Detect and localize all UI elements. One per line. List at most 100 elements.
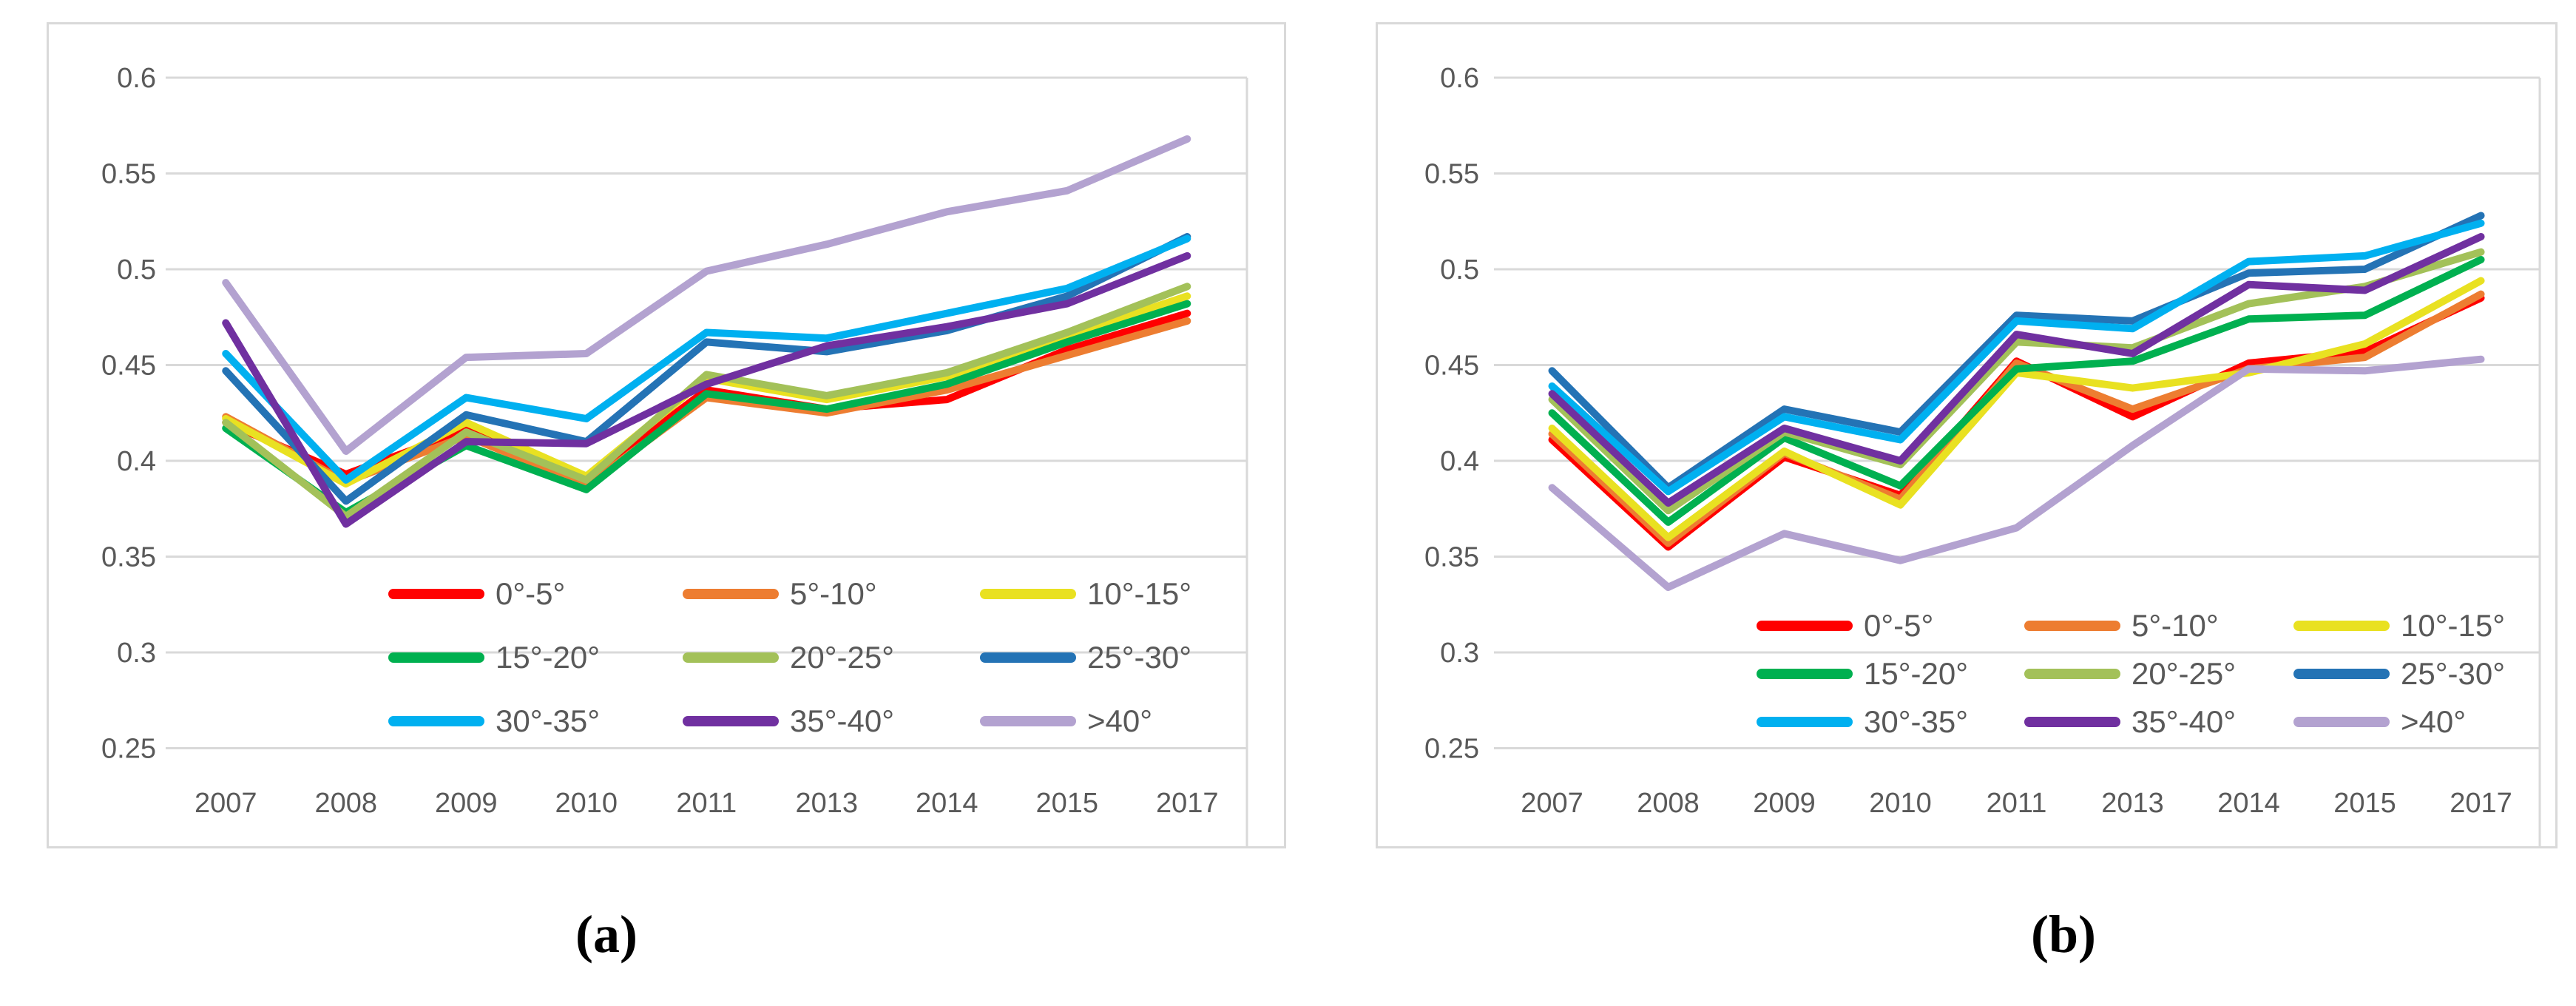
- y-tick-label: 0.4: [1440, 446, 1479, 477]
- y-tick-label: 0.35: [101, 542, 156, 573]
- x-tick-label: 2010: [555, 788, 618, 819]
- chart-b: 0.6 0.55 0.5 0.45 0.4 0.35 0.3 0.25 2007 2008 2009…: [1376, 22, 2558, 848]
- y-tick-label: 0.4: [117, 446, 156, 477]
- x-tick-label: 2015: [2333, 788, 2396, 819]
- y-tick-label: 0.45: [101, 351, 156, 382]
- legend-swatch: [683, 589, 779, 599]
- legend-item: 35°-40°: [683, 703, 894, 738]
- x-tick-label: 2013: [795, 788, 858, 819]
- x-tick-label: 2014: [2217, 788, 2280, 819]
- legend-label: >40°: [1087, 703, 1152, 738]
- x-tick-label: 2017: [1156, 788, 1219, 819]
- legend-swatch: [980, 589, 1076, 599]
- y-tick-label: 0.3: [117, 638, 156, 669]
- x-tick-label: 2011: [1987, 788, 2047, 819]
- y-tick-label: 0.25: [101, 734, 156, 765]
- series-line->40°: [1548, 355, 2485, 591]
- legend-swatch: [2293, 717, 2390, 727]
- y-tick-label: 0.35: [1424, 542, 1479, 573]
- legend-item: 35°-40°: [2024, 704, 2236, 739]
- series-line-35°-40°: [1548, 233, 2485, 507]
- chart-a: 0.6 0.55 0.5 0.45 0.4 0.35 0.3 0.25 2007 2008 2009…: [47, 22, 1286, 848]
- legend-swatch: [388, 652, 484, 663]
- caption-b: (b): [2031, 905, 2096, 964]
- legend-item: 25°-30°: [2293, 656, 2505, 691]
- panel-border: [47, 22, 1286, 848]
- legend-swatch: [2024, 669, 2120, 679]
- legend-swatch: [683, 652, 779, 663]
- legend-swatch: [1757, 717, 1853, 727]
- legend-item: 25°-30°: [980, 640, 1191, 675]
- legend-item: 30°-35°: [1757, 704, 1968, 739]
- series-line->40°: [222, 135, 1191, 455]
- legend-label: 10°-15°: [2401, 608, 2505, 643]
- series-line-20°-25°: [222, 283, 1191, 521]
- series-line-25°-30°: [1548, 212, 2485, 492]
- y-tick-label: 0.6: [1440, 63, 1479, 94]
- legend-label: 5°-10°: [790, 576, 877, 611]
- y-tick-label: 0.6: [117, 63, 156, 94]
- y-tick-label: 0.55: [101, 159, 156, 190]
- x-tick-label: 2007: [195, 788, 257, 819]
- legend-label: 15°-20°: [496, 640, 600, 675]
- legend-swatch: [2024, 621, 2120, 631]
- legend-item: 30°-35°: [388, 703, 600, 738]
- legend-label: 30°-35°: [1864, 704, 1968, 739]
- legend-item: 10°-15°: [980, 576, 1191, 611]
- legend-item: >40°: [2293, 704, 2466, 739]
- legend-item: 0°-5°: [388, 576, 565, 611]
- legend-label: 15°-20°: [1864, 656, 1968, 691]
- y-tick-label: 0.55: [1424, 159, 1479, 190]
- chart-b-panel: 0.6 0.55 0.5 0.45 0.4 0.35 0.3 0.25 2007 2008 2009…: [1376, 22, 2558, 848]
- legend-item: 20°-25°: [683, 640, 894, 675]
- legend-label: 35°-40°: [2132, 704, 2236, 739]
- legend-label: >40°: [2401, 704, 2466, 739]
- legend-label: 25°-30°: [1087, 640, 1191, 675]
- x-tick-label: 2009: [435, 788, 498, 819]
- legend-item: 5°-10°: [2024, 608, 2219, 643]
- legend-swatch: [388, 716, 484, 726]
- legend-swatch: [683, 716, 779, 726]
- series-line-20°-25°: [1548, 248, 2485, 515]
- legend-swatch: [2293, 669, 2390, 679]
- legend-item: 10°-15°: [2293, 608, 2505, 643]
- legend-label: 10°-15°: [1087, 576, 1191, 611]
- legend-item: >40°: [980, 703, 1152, 738]
- legend-item: 15°-20°: [1757, 656, 1968, 691]
- legend-item: 20°-25°: [2024, 656, 2236, 691]
- x-tick-label: 2013: [2101, 788, 2164, 819]
- series-line-15°-20°: [1548, 256, 2485, 526]
- x-tick-label: 2010: [1869, 788, 1932, 819]
- legend-item: 5°-10°: [683, 576, 877, 611]
- legend-label: 5°-10°: [2132, 608, 2219, 643]
- legend-swatch: [1757, 621, 1853, 631]
- caption-a: (a): [575, 905, 638, 964]
- legend-item: 15°-20°: [388, 640, 600, 675]
- legend-label: 20°-25°: [2132, 656, 2236, 691]
- legend-label: 35°-40°: [790, 703, 894, 738]
- legend-label: 20°-25°: [790, 640, 894, 675]
- y-tick-label: 0.3: [1440, 638, 1479, 669]
- x-tick-label: 2008: [314, 788, 377, 819]
- legend-label: 0°-5°: [496, 576, 565, 611]
- x-tick-label: 2017: [2450, 788, 2512, 819]
- legend-swatch: [1757, 669, 1853, 679]
- x-tick-label: 2011: [676, 788, 737, 819]
- x-tick-label: 2015: [1035, 788, 1098, 819]
- series-line-30°-35°: [1548, 219, 2485, 496]
- series-line-25°-30°: [222, 233, 1191, 505]
- x-tick-label: 2009: [1753, 788, 1816, 819]
- y-tick-label: 0.45: [1424, 351, 1479, 382]
- x-tick-label: 2007: [1521, 788, 1583, 819]
- legend-label: 25°-30°: [2401, 656, 2505, 691]
- chart-a-panel: 0.6 0.55 0.5 0.45 0.4 0.35 0.3 0.25 2007 2008 2009…: [47, 22, 1286, 848]
- legend-swatch: [2293, 621, 2390, 631]
- legend-label: 30°-35°: [496, 703, 600, 738]
- legend-swatch: [2024, 717, 2120, 727]
- legend-item: 0°-5°: [1757, 608, 1933, 643]
- y-tick-label: 0.5: [117, 254, 156, 286]
- legend-swatch: [388, 589, 484, 599]
- panel-border: [1376, 22, 2558, 848]
- x-tick-label: 2008: [1637, 788, 1700, 819]
